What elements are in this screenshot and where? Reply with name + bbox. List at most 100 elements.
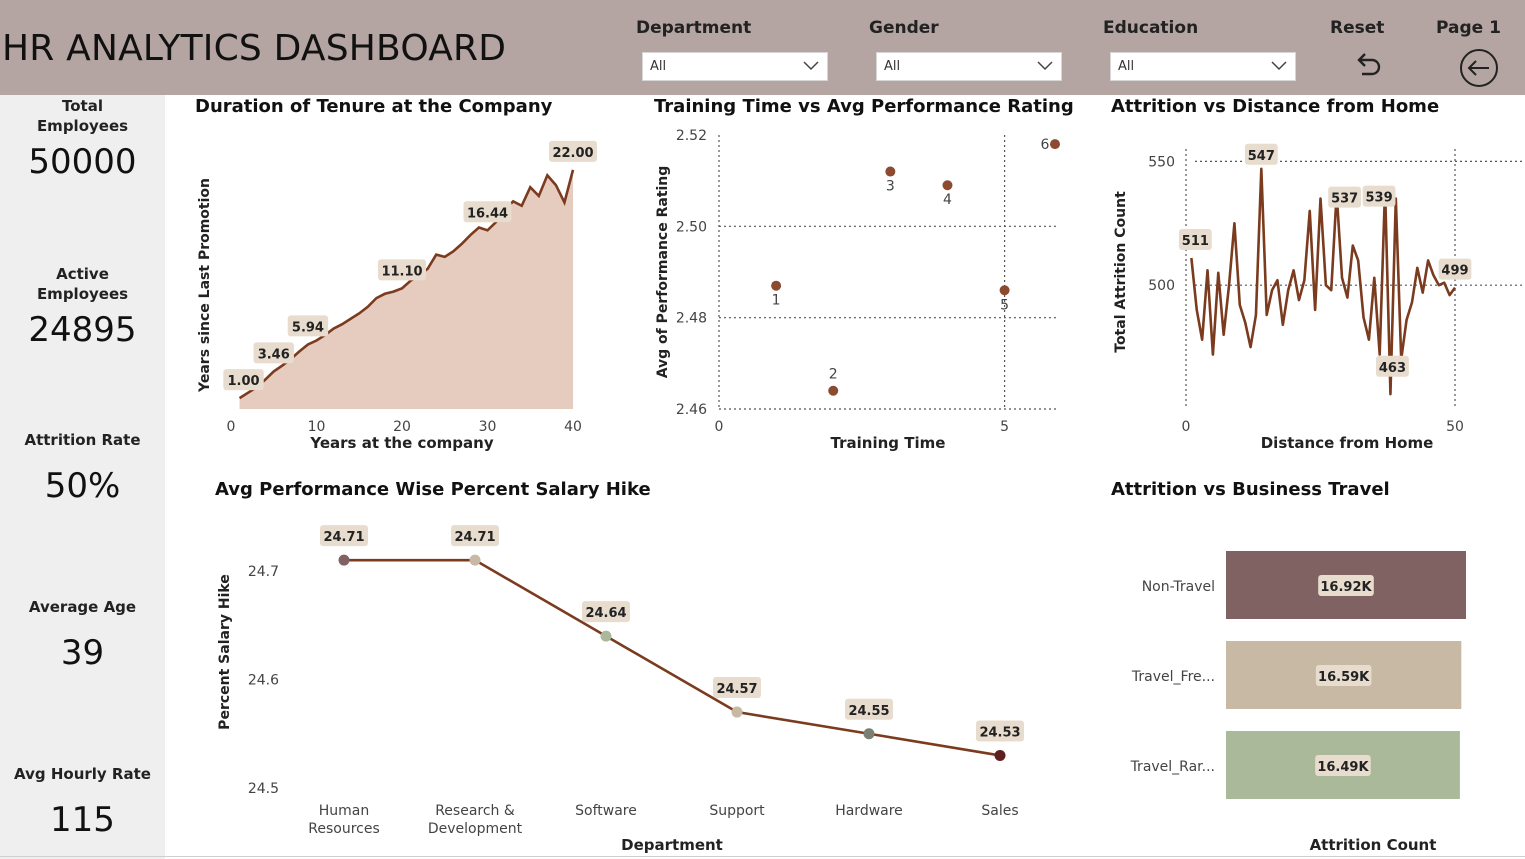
salary-point <box>731 706 743 718</box>
salary-x-tick: Sales <box>981 803 1018 819</box>
salary-x-tick: Resources <box>308 821 380 837</box>
tenure-data-label: 1.00 <box>228 374 260 389</box>
kpi-label-line: Employees <box>36 117 129 135</box>
kpi-label-line: Total <box>62 97 103 115</box>
chevron-down-icon <box>803 61 819 71</box>
circle-arrow-left-icon[interactable] <box>1458 48 1500 88</box>
training-x-tick: 0 <box>715 419 724 435</box>
distance-x-axis-label: Distance from Home <box>1261 434 1434 452</box>
bottom-divider <box>0 856 1525 857</box>
header-bar: HR ANALYTICS DASHBOARD Department All Ge… <box>0 0 1525 95</box>
distance-data-label: 499 <box>1441 264 1468 279</box>
education-dropdown[interactable]: All <box>1110 52 1296 81</box>
undo-arrow-icon[interactable] <box>1352 50 1384 82</box>
tenure-y-axis-label: Years since Last Promotion <box>197 178 213 393</box>
salary-line-chart: 24.5 24.6 24.7 24.71 Human Resources 24.71 Rese… <box>217 525 1024 854</box>
travel-x-axis-label: Attrition Count <box>1310 836 1437 854</box>
kpi-avg-hourly-rate-label: Avg Hourly Rate <box>14 765 151 783</box>
travel-data-label-bg <box>1315 755 1371 776</box>
tenure-x-tick: 20 <box>393 419 411 435</box>
distance-y-axis-label: Total Attrition Count <box>1113 191 1129 353</box>
salary-x-tick: Hardware <box>835 803 903 819</box>
distance-data-label: 511 <box>1182 234 1209 249</box>
salary-point <box>600 630 612 642</box>
distance-line-chart: 500 550 0 50 511 547 539 537 463 499 Distance from… <box>1113 143 1523 452</box>
kpi-avg-hourly-rate-value: 115 <box>50 800 115 840</box>
training-point <box>999 285 1010 296</box>
tenure-data-label: 11.10 <box>381 264 422 279</box>
training-x-tick: 5 <box>1000 419 1009 435</box>
kpi-label-line: Active <box>56 265 109 283</box>
tenure-x-axis-label: Years at the company <box>309 434 493 452</box>
distance-data-label-bg <box>1244 143 1278 165</box>
distance-data-label: 537 <box>1331 192 1358 207</box>
training-point-label: 5 <box>1000 297 1009 313</box>
kpi-active-employees-value: 24895 <box>28 310 137 350</box>
tenure-data-label-bg <box>549 140 597 162</box>
department-filter-label: Department <box>636 18 752 38</box>
distance-data-label-bg <box>1178 228 1212 250</box>
salary-data-label: 24.53 <box>979 725 1020 740</box>
chevron-down-icon <box>1037 61 1053 71</box>
salary-x-tick: Human <box>319 803 370 819</box>
distance-data-label-bg <box>1376 355 1409 377</box>
distance-y-tick: 550 <box>1148 154 1175 170</box>
travel-category-label: Travel_Fre... <box>1131 669 1215 685</box>
salary-data-label-bg <box>976 720 1024 742</box>
distance-data-label-bg <box>1362 185 1396 207</box>
salary-x-tick: Research & <box>435 803 515 819</box>
distance-data-label: 463 <box>1379 361 1406 376</box>
tenure-series-line <box>238 169 575 400</box>
salary-data-label: 24.71 <box>323 530 364 545</box>
training-y-tick: 2.46 <box>676 402 707 418</box>
salary-data-label: 24.55 <box>848 704 889 719</box>
tenure-x-tick: 10 <box>308 419 326 435</box>
salary-data-label: 24.57 <box>716 682 757 697</box>
salary-y-axis-label: Percent Salary Hike <box>217 574 233 730</box>
kpi-label-line: Employees <box>36 285 129 303</box>
salary-point <box>338 554 350 566</box>
kpi-attrition-rate-label: Attrition Rate <box>24 431 141 449</box>
training-y-axis-label: Avg of Performance Rating <box>655 166 671 379</box>
travel-data-label: 16.49K <box>1317 760 1369 775</box>
travel-category-label: Non-Travel <box>1142 579 1215 595</box>
training-scatter-chart: 2.46 2.48 2.50 2.52 0 5 1 2 3 4 5 6 Training Time Avg… <box>655 128 1060 452</box>
salary-point <box>994 749 1006 761</box>
kpi-active-employees-label: Active Employees <box>0 264 165 304</box>
distance-data-label-bg <box>1328 186 1362 208</box>
department-dropdown[interactable]: All <box>642 52 828 81</box>
tenure-chart-title: Duration of Tenure at the Company <box>195 96 553 117</box>
page-label: Page 1 <box>1436 18 1501 38</box>
training-y-tick: 2.50 <box>676 219 707 235</box>
distance-data-label: 539 <box>1365 191 1392 206</box>
kpi-average-age-label: Average Age <box>28 598 137 616</box>
salary-x-tick: Support <box>709 803 765 819</box>
salary-x-axis-label: Department <box>621 836 723 854</box>
salary-data-label: 24.71 <box>454 530 495 545</box>
tenure-data-label-bg <box>223 369 264 391</box>
tenure-x-tick: 30 <box>479 419 497 435</box>
salary-data-label-bg <box>582 601 630 623</box>
training-point-label: 6 <box>1041 137 1050 153</box>
training-point-label: 1 <box>772 293 781 309</box>
tenure-data-label: 16.44 <box>467 206 508 221</box>
salary-data-label-bg <box>320 525 368 547</box>
salary-point <box>863 728 875 740</box>
kpi-panel: Total Employees 50000 Active Employees 2… <box>0 95 165 859</box>
travel-data-label: 16.59K <box>1318 670 1370 685</box>
kpi-total-employees-value: 50000 <box>28 142 137 182</box>
salary-point <box>469 554 481 566</box>
tenure-data-label: 22.00 <box>552 146 593 161</box>
salary-x-tick: Development <box>428 821 523 837</box>
dashboard-title: HR ANALYTICS DASHBOARD <box>2 28 507 69</box>
salary-data-label: 24.64 <box>585 606 626 621</box>
salary-y-tick: 24.5 <box>248 781 279 797</box>
travel-bar-chart: Non-Travel 16.92K Travel_Fre... 16.59K Trave… <box>1130 551 1466 854</box>
department-dropdown-value: All <box>650 59 667 74</box>
gender-dropdown-value: All <box>884 59 901 74</box>
kpi-average-age-value: 39 <box>60 633 105 673</box>
training-y-tick: 2.48 <box>676 311 707 327</box>
distance-x-tick: 50 <box>1446 419 1464 435</box>
gender-dropdown[interactable]: All <box>876 52 1062 81</box>
kpi-total-employees-label: Total Employees <box>0 96 165 136</box>
